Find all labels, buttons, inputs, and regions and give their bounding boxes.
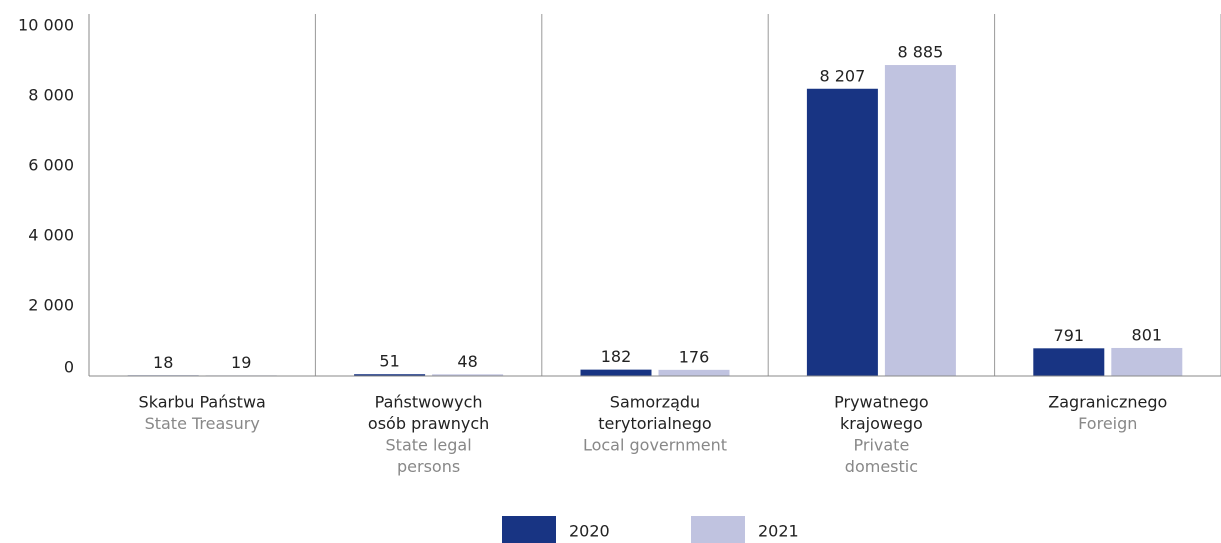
value-label: 801 xyxy=(1132,325,1163,344)
x-tick-label: Prywatnego xyxy=(834,393,929,412)
x-tick-label-en: State legal xyxy=(386,436,472,455)
x-tick-label: Samorządu xyxy=(610,393,700,412)
value-label: 19 xyxy=(231,353,251,372)
x-tick-label: terytorialnego xyxy=(598,414,711,433)
x-tick-label-en: persons xyxy=(397,457,460,476)
legend-label: 2020 xyxy=(569,522,610,541)
legend-label: 2021 xyxy=(758,522,799,541)
value-label: 18 xyxy=(153,353,173,372)
bar xyxy=(884,65,956,377)
value-label: 182 xyxy=(601,347,632,366)
value-label: 791 xyxy=(1054,326,1085,345)
y-tick-label: 4 000 xyxy=(28,226,74,245)
bar xyxy=(432,374,504,376)
value-label: 176 xyxy=(679,347,710,366)
value-label: 51 xyxy=(379,352,399,371)
bar xyxy=(658,369,730,376)
x-tick-label-en: Foreign xyxy=(1078,414,1137,433)
x-tick-label-en: domestic xyxy=(845,457,918,476)
legend-swatch xyxy=(691,516,745,543)
y-tick-label: 8 000 xyxy=(28,86,74,105)
bar xyxy=(806,88,878,376)
value-label: 8 207 xyxy=(819,66,865,85)
x-tick-label: Państwowych xyxy=(375,393,483,412)
bar xyxy=(580,369,652,376)
x-tick-label: krajowego xyxy=(840,414,923,433)
legend-swatch xyxy=(502,516,556,543)
x-tick-label-en: Private xyxy=(854,436,910,455)
y-tick-label: 0 xyxy=(64,358,74,377)
value-label: 8 885 xyxy=(897,43,943,62)
x-tick-label: Skarbu Państwa xyxy=(139,393,266,412)
x-tick-label-en: Local government xyxy=(583,436,727,455)
y-tick-label: 6 000 xyxy=(28,156,74,175)
y-tick-label: 10 000 xyxy=(18,16,74,35)
bar xyxy=(354,374,426,376)
value-label: 48 xyxy=(457,352,477,371)
bar xyxy=(1033,348,1105,376)
x-tick-label: osób prawnych xyxy=(368,414,489,433)
bar xyxy=(1111,347,1183,376)
x-tick-label: Zagranicznego xyxy=(1048,393,1167,412)
x-tick-label-en: State Treasury xyxy=(145,414,260,433)
y-tick-label: 2 000 xyxy=(28,296,74,315)
